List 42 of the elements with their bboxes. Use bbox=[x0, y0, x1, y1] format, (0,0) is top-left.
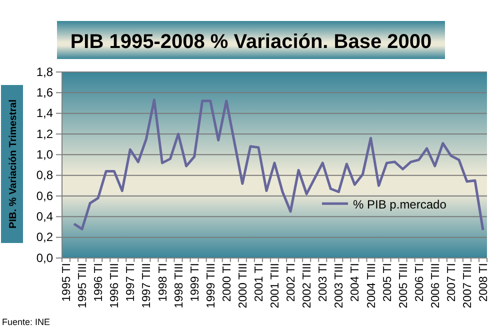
x-tick-label: 1999 TIII bbox=[205, 263, 218, 308]
y-tick-label: 1,6 bbox=[36, 86, 54, 100]
x-tick-label: 2008 TI bbox=[478, 263, 490, 302]
x-tick-label: 2005 TI bbox=[382, 263, 394, 302]
x-tick-label: 2003 TIII bbox=[334, 263, 346, 308]
x-tick-label: 2004 TIII bbox=[366, 263, 378, 308]
y-tick-label: 0,2 bbox=[36, 230, 54, 244]
x-tick-label: 1996 TIII bbox=[109, 263, 122, 308]
y-tick-label: 1,4 bbox=[36, 106, 54, 120]
legend-label: % PIB p.mercado bbox=[353, 198, 447, 212]
y-tick-label: 0,4 bbox=[36, 210, 54, 224]
line-series bbox=[72, 98, 484, 232]
x-tick-label: 1995 TI bbox=[61, 263, 74, 302]
x-tick-label: 1999 TI bbox=[189, 263, 202, 302]
chart-title: PIB 1995-2008 % Variación. Base 2000 bbox=[70, 31, 432, 53]
x-tick-label: 2007 TI bbox=[446, 263, 458, 302]
source-note: Fuente: INE bbox=[2, 317, 50, 327]
x-tick-label: 2006 TIII bbox=[430, 263, 442, 308]
y-tick-label: 0,6 bbox=[36, 188, 54, 203]
x-tick-label: 1996 TI bbox=[93, 263, 106, 302]
x-tick-label: 2001 TI bbox=[253, 263, 266, 302]
x-tick-label: 2003 TI bbox=[318, 263, 330, 302]
y-tick-label: 1,8 bbox=[36, 64, 54, 79]
x-tick-label: 1995 TIII bbox=[77, 263, 90, 308]
y-tick-label: 1,0 bbox=[36, 148, 54, 162]
x-tick-label: 2002 TIII bbox=[302, 263, 314, 308]
y-tick-label: 1,2 bbox=[36, 126, 54, 141]
x-tick-label: 2006 TI bbox=[414, 263, 426, 302]
x-tick-label: 1997 TI bbox=[125, 263, 138, 302]
y-tick-label: 0,8 bbox=[36, 168, 54, 182]
x-tick-label: 1997 TIII bbox=[141, 263, 154, 308]
y-tick-label: 0,0 bbox=[36, 250, 54, 265]
x-tick-label: 1998 TI bbox=[157, 263, 170, 302]
x-tick-label: 1998 TIII bbox=[173, 263, 186, 308]
x-tick-label: 2000 TI bbox=[221, 263, 234, 302]
y-axis-title: PIB. % Variación Trimestral bbox=[8, 99, 19, 228]
x-tick-label: 2001 TIII bbox=[270, 263, 282, 308]
x-tick-label: 2007 TIII bbox=[462, 263, 474, 308]
x-tick-label: 2000 TIII bbox=[237, 263, 250, 308]
x-tick-label: 2004 TI bbox=[350, 263, 362, 302]
x-tick-label: 2002 TI bbox=[286, 263, 298, 302]
x-tick-label: 2005 TIII bbox=[398, 263, 410, 308]
